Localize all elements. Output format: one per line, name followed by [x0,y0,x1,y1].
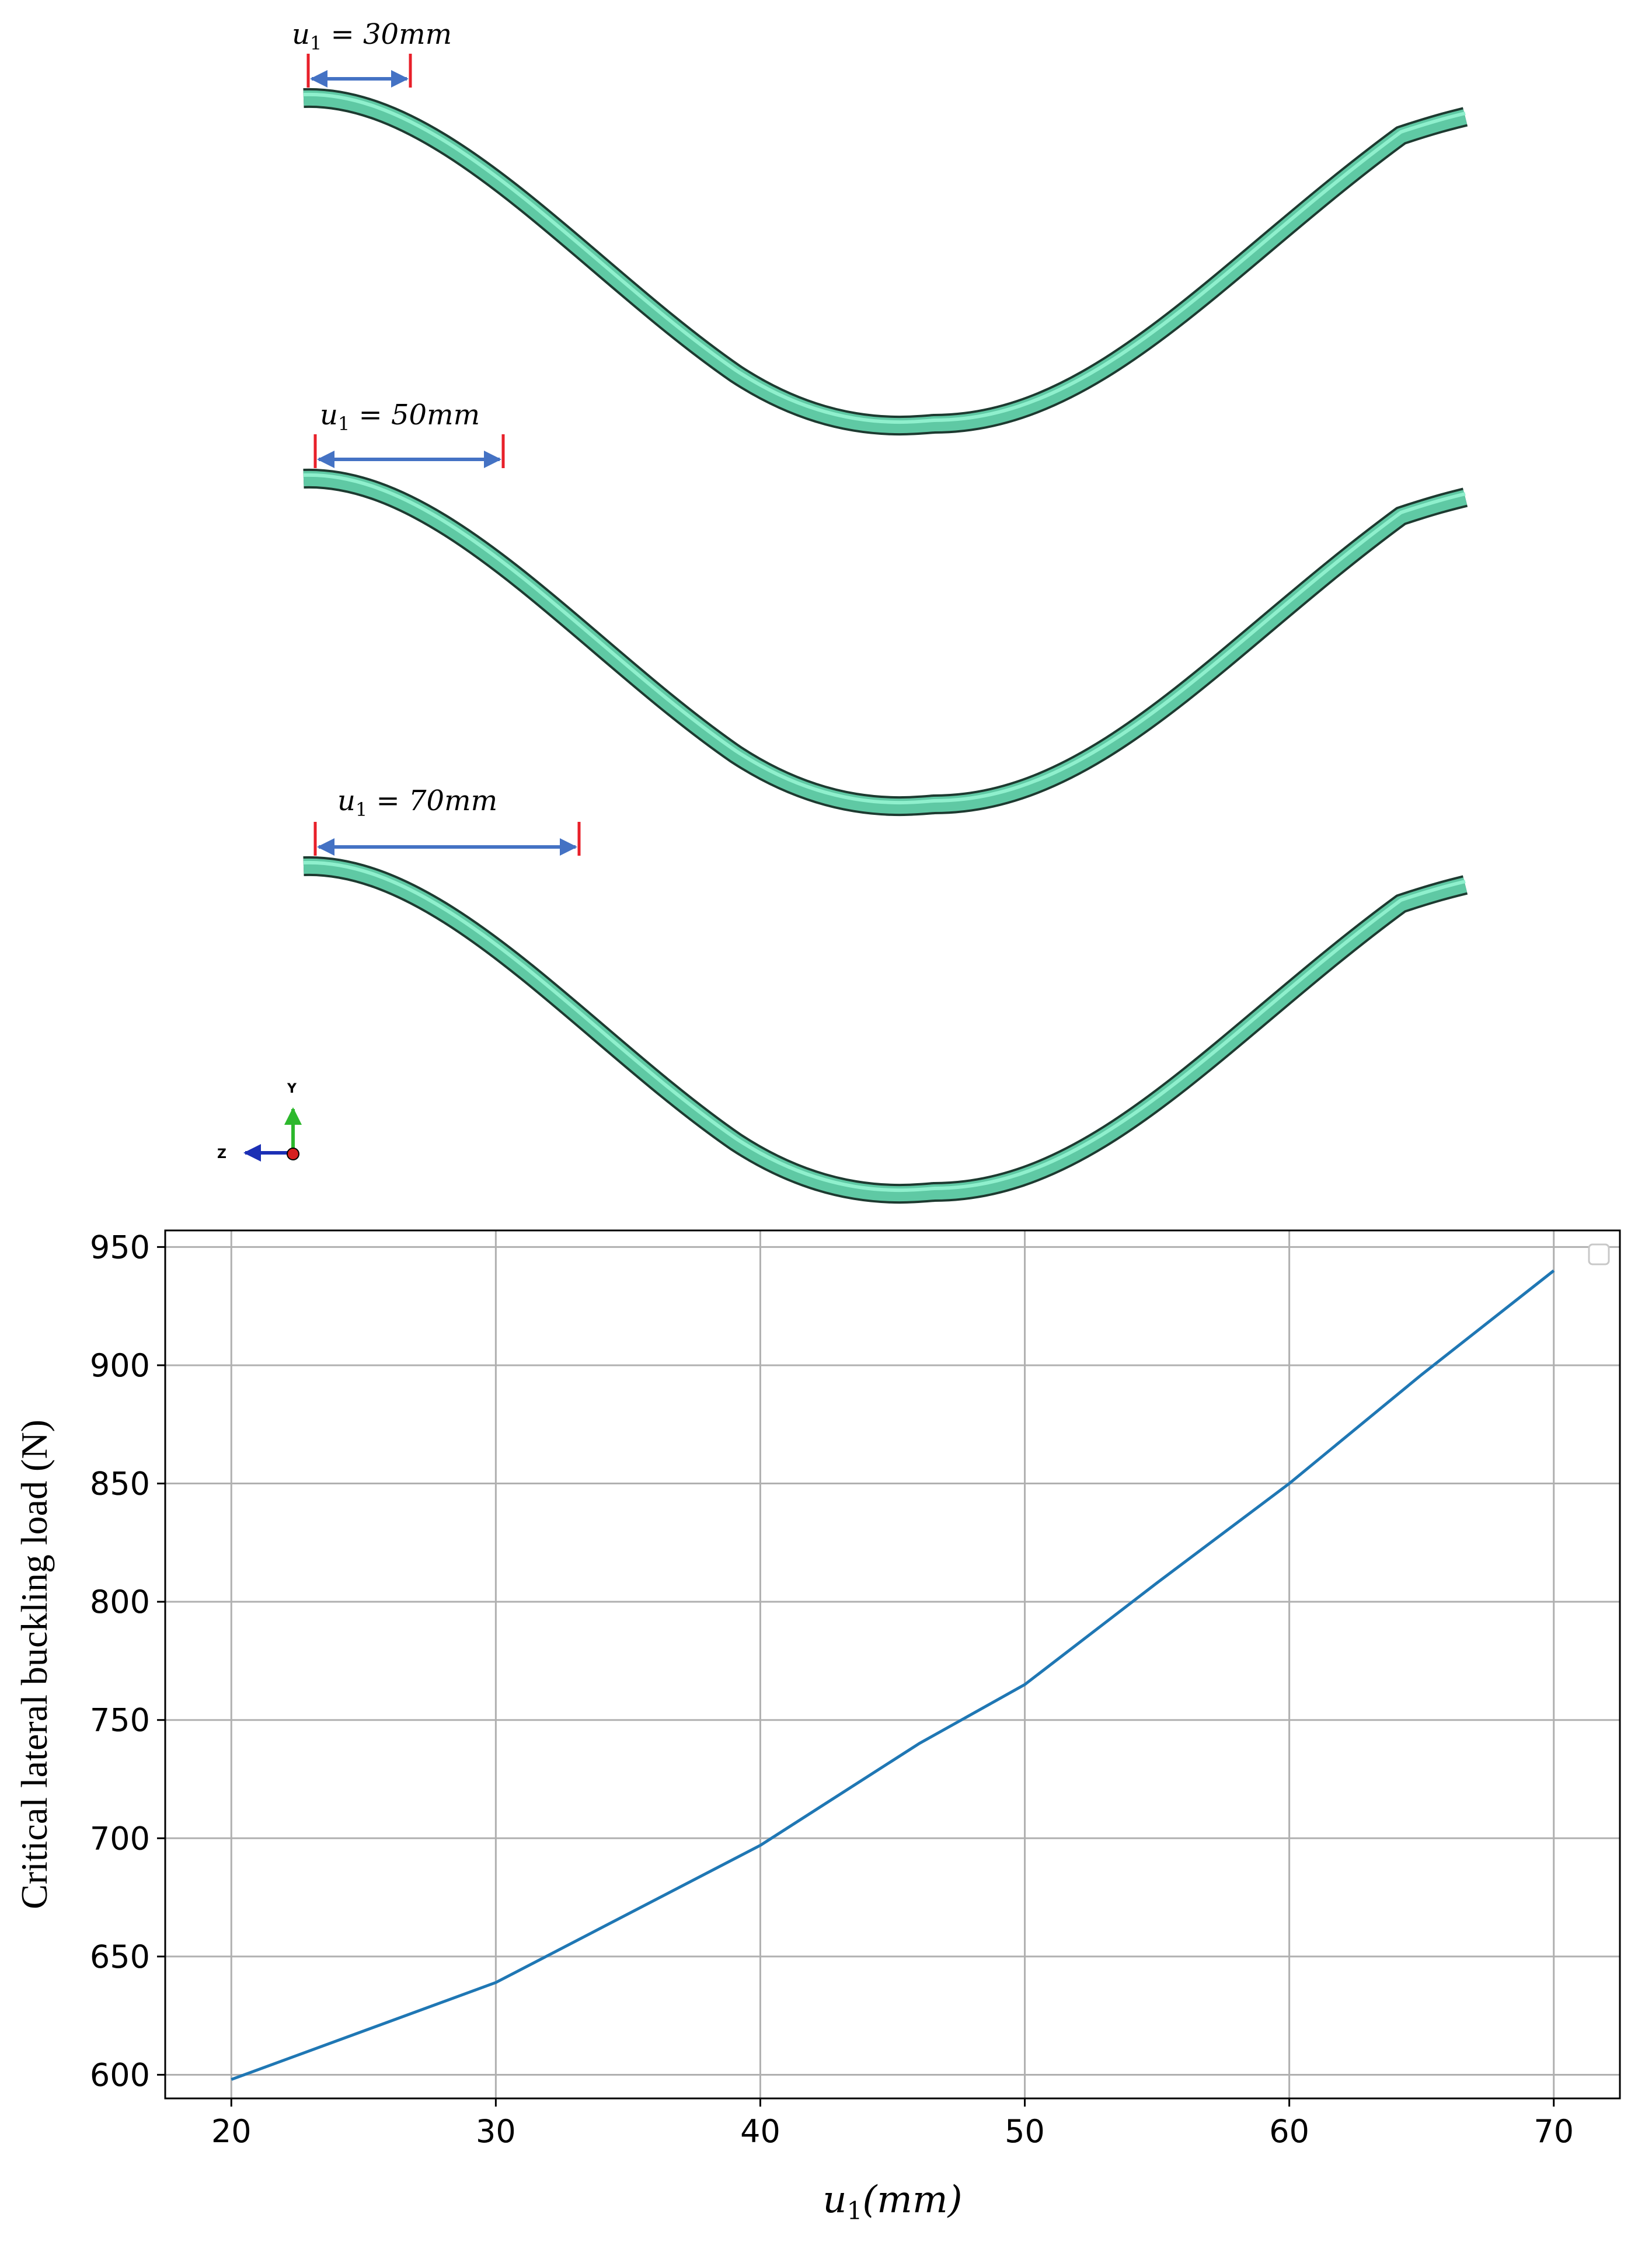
y-tick-label: 900 [90,1347,150,1384]
x-tick-label: 50 [1005,2113,1045,2150]
y-axis-label: Y [287,1082,297,1096]
dimension-label: u1 = 30mm [292,18,452,54]
ticks: 20 30 40 50 60 70 600 650 700 750 800 850 900 950 [90,1229,1574,2150]
beam-shape [303,856,1468,1204]
series-layer [231,1269,1555,2081]
legend-box [1588,1243,1610,1265]
dimension-label: u1 = 70mm [337,784,497,821]
y-tick-label: 800 [90,1584,150,1620]
plot-frame [164,1229,1621,2100]
y-tick-label: 650 [90,1938,150,1975]
grid [165,1230,1620,2098]
y-tick-label: 850 [90,1466,150,1502]
x-tick-label: 20 [211,2113,252,2150]
y-tick-label: 700 [90,1820,150,1857]
beam-panel-3: u1 = 70mm [303,784,1468,1204]
x-tick-label: 60 [1269,2113,1309,2150]
y-tick-label: 750 [90,1702,150,1739]
beam-shape [303,88,1468,436]
y-tick-label: 600 [90,2056,150,2093]
dimension-label: u1 = 50mm [320,399,480,435]
z-axis-label: Z [217,1147,226,1162]
beam-shape [303,468,1468,817]
beam-panel-1: u1 = 30mm [292,18,1468,436]
x-axis-title: u1(mm) [822,2178,962,2225]
chart: 20 30 40 50 60 70 600 650 700 750 800 850 900 950 Cri… [13,1229,1621,2225]
x-tick-label: 70 [1533,2113,1574,2150]
x-tick-label: 30 [476,2113,516,2150]
beam-panel-2: u1 = 50mm [303,399,1468,817]
coordinate-triad: Y Z [217,1082,302,1162]
series-line [231,1269,1555,2081]
y-tick-label: 950 [90,1229,150,1265]
x-axis-dot-icon [287,1148,299,1160]
y-axis-title: Critical lateral buckling load (N) [13,1420,55,1909]
x-tick-label: 40 [740,2113,780,2150]
